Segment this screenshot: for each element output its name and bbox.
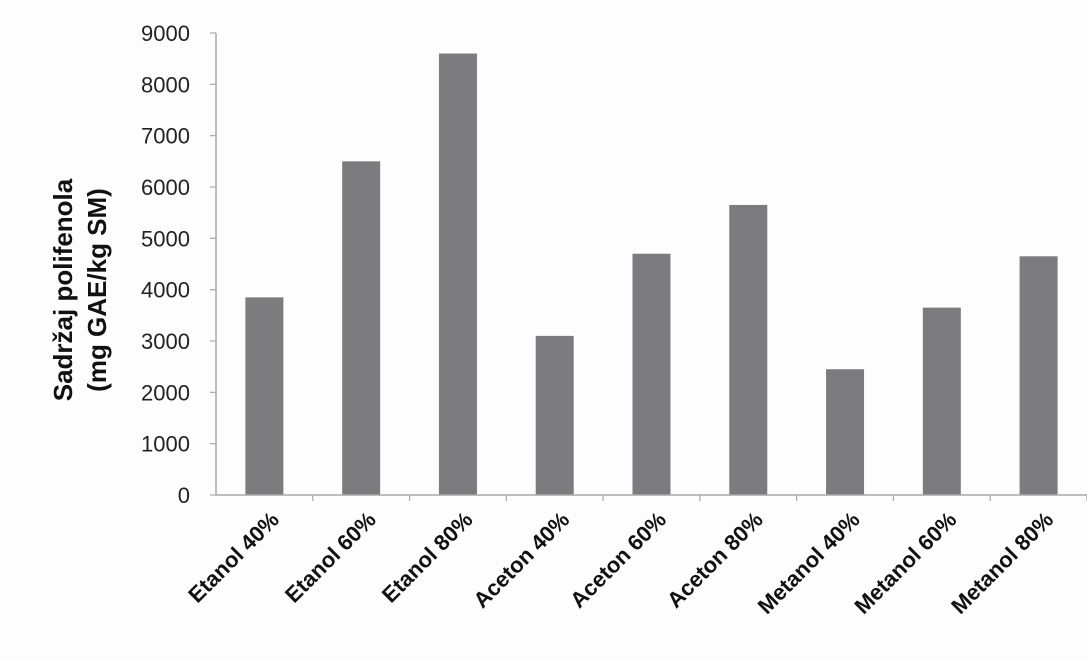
x-tick-label: Etanol 80%	[377, 507, 478, 608]
bar	[245, 297, 284, 495]
x-tick-label: Etanol 60%	[280, 507, 381, 608]
x-axis: Etanol 40%Etanol 60%Etanol 80%Aceton 40%…	[183, 494, 1087, 619]
bar	[632, 253, 671, 495]
y-axis-title-line-1: Sadržaj polifenola	[48, 178, 78, 401]
bars-layer	[245, 53, 1058, 496]
bar	[826, 369, 865, 495]
x-tick-label: Aceton 40%	[468, 507, 574, 613]
y-tick-label: 4000	[141, 278, 190, 303]
y-tick-label: 7000	[141, 124, 190, 149]
y-tick-label: 5000	[141, 226, 190, 251]
y-tick-label: 1000	[141, 432, 190, 457]
x-tick-label: Aceton 60%	[565, 507, 671, 613]
x-tick-label: Etanol 40%	[183, 507, 284, 608]
x-tick-label: Aceton 80%	[662, 507, 768, 613]
y-axis-title-line-2: (mg GAE/kg SM)	[82, 188, 112, 392]
x-tick-label: Metanol 60%	[849, 507, 961, 619]
bar	[535, 335, 574, 495]
bar	[1019, 256, 1058, 495]
bar	[342, 161, 381, 496]
bar	[922, 307, 961, 495]
y-tick-label: 3000	[141, 329, 190, 354]
y-axis-title: Sadržaj polifenola (mg GAE/kg SM)	[48, 178, 112, 401]
bar	[729, 204, 768, 495]
y-tick-label: 0	[178, 483, 190, 508]
y-tick-label: 6000	[141, 175, 190, 200]
y-tick-label: 8000	[141, 72, 190, 97]
x-tick-label: Metanol 40%	[753, 507, 865, 619]
y-axis: 0 1000 2000 3000 4000 5000 6000 7000 8000 9000	[141, 21, 217, 508]
x-tick-label: Metanol 80%	[946, 507, 1058, 619]
bar	[438, 53, 477, 496]
y-tick-label: 2000	[141, 380, 190, 405]
y-tick-label: 9000	[141, 21, 190, 46]
